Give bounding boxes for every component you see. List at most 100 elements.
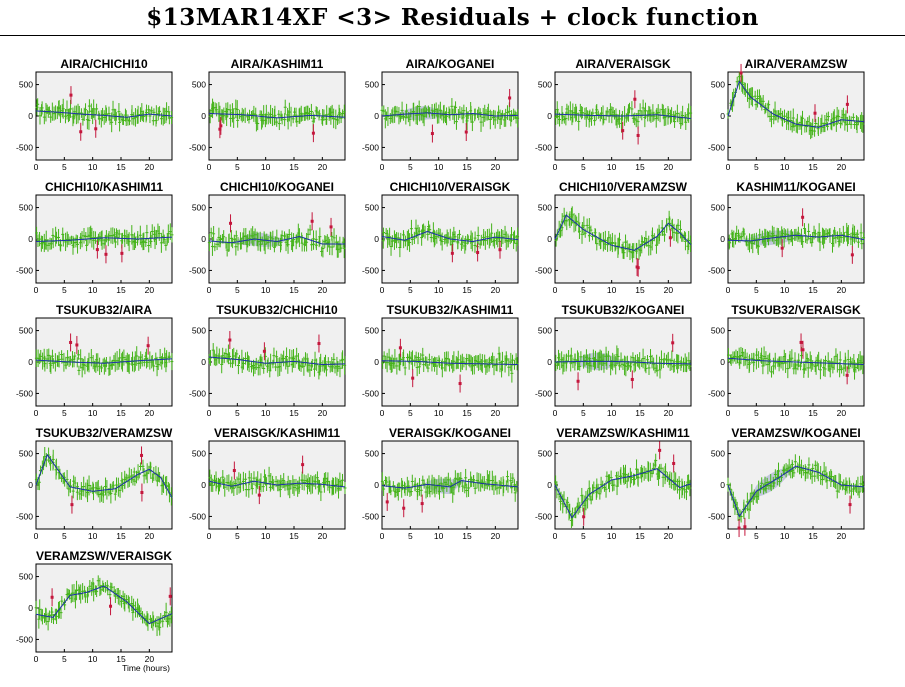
y-tick-label: 500 — [19, 572, 33, 582]
x-tick-label: 15 — [808, 408, 818, 418]
outlier-points — [635, 228, 672, 277]
outlier-point — [850, 253, 854, 257]
panel-title: CHICHI10/VERAMZSW — [559, 180, 688, 194]
outlier-point — [739, 71, 743, 75]
y-tick-label: 0 — [720, 480, 725, 490]
outlier-point — [582, 515, 586, 519]
outlier-point — [50, 595, 54, 599]
clock-function-line — [35, 358, 173, 364]
x-tick-label: 0 — [207, 531, 212, 541]
y-tick-label: 500 — [538, 80, 552, 90]
outlier-point — [228, 338, 232, 342]
y-tick-label: 500 — [19, 80, 33, 90]
x-tick-label: 20 — [491, 531, 501, 541]
x-tick-label: 0 — [380, 162, 385, 172]
x-tick-label: 15 — [635, 531, 645, 541]
clock-function-line — [554, 214, 692, 251]
outlier-point — [140, 491, 144, 495]
x-tick-label: 20 — [664, 162, 674, 172]
x-tick-label: 10 — [607, 162, 617, 172]
x-tick-label: 20 — [145, 285, 155, 295]
outlier-point — [398, 346, 402, 350]
x-tick-label: 15 — [289, 162, 299, 172]
y-tick-label: 500 — [19, 203, 33, 213]
x-tick-label: 20 — [145, 408, 155, 418]
y-tick-label: 500 — [365, 80, 379, 90]
outlier-point — [636, 133, 640, 137]
panel-title: VERAISGK/KOGANEI — [389, 426, 511, 440]
clock-function-line — [727, 465, 865, 518]
y-tick-label: -500 — [189, 388, 206, 398]
x-tick-label: 5 — [581, 408, 586, 418]
outlier-points — [232, 455, 305, 505]
y-tick-label: 0 — [28, 480, 33, 490]
x-tick-label: 0 — [380, 531, 385, 541]
y-tick-label: 0 — [720, 111, 725, 121]
x-tick-label: 10 — [261, 162, 271, 172]
y-tick-label: -500 — [16, 265, 33, 275]
x-tick-label: 5 — [408, 531, 413, 541]
x-tick-label: 5 — [62, 654, 67, 664]
outlier-point — [402, 506, 406, 510]
outlier-point — [845, 102, 849, 106]
x-tick-label: 5 — [235, 531, 240, 541]
y-tick-label: 0 — [547, 234, 552, 244]
y-tick-label: -500 — [16, 142, 33, 152]
x-tick-label: 5 — [408, 162, 413, 172]
outlier-point — [430, 132, 434, 136]
x-tick-label: 20 — [837, 285, 847, 295]
clock-function-line — [554, 360, 692, 365]
clock-function-line — [208, 235, 345, 245]
clock-function-line — [208, 480, 346, 488]
y-tick-label: 0 — [28, 111, 33, 121]
y-tick-label: 500 — [711, 326, 725, 336]
y-tick-label: -500 — [362, 388, 379, 398]
clock-function-line — [208, 112, 346, 119]
x-tick-label: 10 — [261, 285, 271, 295]
x-tick-label: 20 — [491, 408, 501, 418]
x-tick-label: 10 — [88, 285, 98, 295]
y-tick-label: 500 — [538, 326, 552, 336]
y-tick-label: 500 — [192, 326, 206, 336]
residual-points — [34, 446, 173, 506]
residual-points — [35, 223, 174, 255]
y-tick-label: 500 — [538, 449, 552, 459]
x-tick-label: 20 — [491, 162, 501, 172]
y-tick-label: 500 — [192, 80, 206, 90]
outlier-points — [69, 86, 98, 141]
clock-function-line — [35, 236, 173, 243]
panel-title: CHICHI10/KOGANEI — [220, 180, 334, 194]
residual-points — [381, 346, 519, 383]
y-tick-label: 500 — [711, 203, 725, 213]
y-tick-label: 0 — [720, 234, 725, 244]
outlier-point — [621, 129, 625, 133]
clock-function-line — [727, 357, 865, 366]
x-tick-label: 10 — [88, 531, 98, 541]
plot-area — [554, 194, 692, 284]
y-tick-label: 0 — [28, 603, 33, 613]
clock-function-line — [35, 453, 173, 498]
outlier-points — [737, 495, 852, 538]
y-tick-label: 500 — [538, 203, 552, 213]
outlier-point — [799, 340, 803, 344]
x-tick-label: 10 — [434, 285, 444, 295]
outlier-point — [329, 225, 333, 229]
y-tick-label: 0 — [547, 357, 552, 367]
y-tick-label: -500 — [535, 265, 552, 275]
x-tick-label: 5 — [754, 408, 759, 418]
x-tick-label: 10 — [88, 654, 98, 664]
x-tick-label: 0 — [553, 531, 558, 541]
outlier-point — [168, 594, 172, 598]
plot-area — [727, 71, 865, 161]
